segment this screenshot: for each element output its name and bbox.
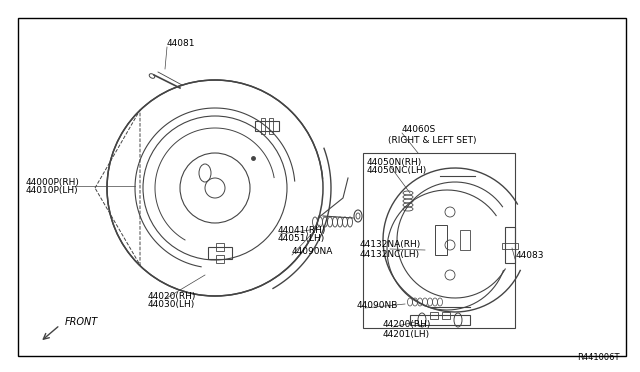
Text: R441006T: R441006T <box>577 353 620 362</box>
Bar <box>363 153 515 328</box>
Bar <box>410 315 470 325</box>
Bar <box>442 312 450 319</box>
Bar <box>261 118 265 134</box>
Text: 44041(RH): 44041(RH) <box>278 225 326 234</box>
Text: 44051(LH): 44051(LH) <box>278 234 325 244</box>
Text: 44050NC(LH): 44050NC(LH) <box>367 167 428 176</box>
Bar <box>502 243 518 249</box>
Text: 44090NA: 44090NA <box>292 247 333 256</box>
Text: FRONT: FRONT <box>65 317 99 327</box>
Bar <box>269 118 273 134</box>
Text: 44083: 44083 <box>516 250 545 260</box>
Text: 44010P(LH): 44010P(LH) <box>26 186 79 196</box>
Text: 44090NB: 44090NB <box>357 301 398 310</box>
Text: 44200(RH): 44200(RH) <box>383 321 431 330</box>
Bar <box>216 255 224 263</box>
Bar <box>430 312 438 319</box>
Text: 44201(LH): 44201(LH) <box>383 330 430 339</box>
Text: 44020(RH): 44020(RH) <box>148 292 196 301</box>
Text: 44132NA(RH): 44132NA(RH) <box>360 241 421 250</box>
Bar <box>216 243 224 251</box>
Bar <box>460 230 470 250</box>
Text: (RIGHT & LEFT SET): (RIGHT & LEFT SET) <box>388 135 477 144</box>
Bar <box>255 121 279 131</box>
Bar <box>505 227 515 263</box>
Bar <box>208 247 232 259</box>
Text: 44081: 44081 <box>167 39 195 48</box>
Text: 44030(LH): 44030(LH) <box>148 301 195 310</box>
Text: 44000P(RH): 44000P(RH) <box>26 177 80 186</box>
Text: 44050N(RH): 44050N(RH) <box>367 157 422 167</box>
Text: 44132NC(LH): 44132NC(LH) <box>360 250 420 259</box>
Text: 44060S: 44060S <box>402 125 436 135</box>
Bar <box>435 225 447 255</box>
